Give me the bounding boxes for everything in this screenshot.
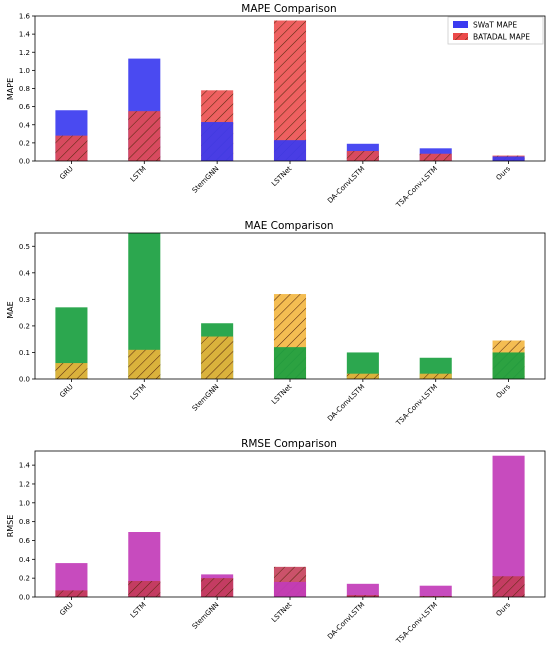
legend-label-batadal: BATADAL MAPE (473, 33, 530, 42)
mape-axes-frame (34, 15, 546, 162)
mape-bar-series1-2 (201, 122, 234, 161)
mape-x-tick-label-6: Ours (495, 165, 513, 183)
rmse-y-tick-label-1: 0.2 (19, 575, 30, 583)
mape-y-tick-label-2: 0.4 (19, 121, 31, 129)
mae-bar-hatch-4 (346, 373, 379, 379)
mape-y-tick-label-3: 0.6 (19, 103, 31, 111)
mape-bar-series1-3 (273, 140, 307, 161)
mae-x-tick-label-1: LSTM (129, 383, 148, 402)
mape-y-tick-label-1: 0.2 (19, 139, 30, 147)
mape-bar-hatch-0 (55, 135, 88, 162)
rmse-x-tick-label-5: TSA-Conv-LSTM (394, 601, 439, 646)
mae-x-tick-label-3: LSTNet (270, 383, 293, 406)
rmse-bar-hatch-2 (201, 578, 234, 597)
mape-x-tick-label-3: LSTNet (270, 165, 293, 188)
rmse-x-tick-label-6: Ours (495, 601, 513, 619)
mape-y-tick-label-0: 0.0 (19, 158, 30, 166)
mape-panel: MAPE Comparison MAPE GRU LSTM StemGNN LSTNe… (6, 3, 546, 210)
mape-x-tick-label-5: TSA-Conv-LSTM (394, 165, 439, 210)
mape-y-tick-label-8: 1.6 (19, 13, 31, 21)
legend-label-swat: SWaT MAPE (473, 21, 517, 30)
rmse-bar-series1-4 (346, 583, 379, 597)
mape-bar-hatch-5 (419, 153, 452, 161)
mae-panel: MAE Comparison MAE GRU LSTM StemGNN LSTNet D… (6, 220, 546, 428)
mae-bar-hatch-2 (201, 336, 234, 379)
mae-y-tick-label-3: 0.3 (19, 296, 30, 304)
mape-bars (55, 20, 525, 162)
legend-swatch-batadal-hatch (453, 33, 468, 40)
mape-legend: SWaT MAPE BATADAL MAPE (447, 16, 544, 45)
mape-y-tick-label-7: 1.4 (19, 31, 31, 39)
rmse-axes: GRU LSTM StemGNN LSTNet DA-ConvLSTM TSA-Conv-… (19, 450, 546, 646)
rmse-panel: RMSE Comparison RMSE GRU LSTM StemGNN LSTNe… (6, 438, 546, 646)
rmse-bar-hatch-1 (128, 580, 161, 597)
mae-axes-frame (34, 232, 546, 380)
rmse-bar-series1-3 (273, 581, 307, 597)
mae-y-tick-label-1: 0.1 (19, 349, 30, 357)
rmse-bar-hatch-6 (492, 576, 525, 597)
legend-swatch-swat (453, 21, 468, 28)
mae-bar-series1-3 (273, 347, 307, 379)
mae-bar-hatch-1 (128, 349, 161, 379)
rmse-x-tick-label-1: LSTM (129, 601, 148, 620)
mape-y-axis-label: MAPE (6, 78, 15, 100)
mape-x-tick-label-0: GRU (58, 165, 75, 182)
mape-chart-title: MAPE Comparison (241, 3, 336, 15)
mae-y-axis-label: MAE (6, 301, 15, 318)
mape-x-tick-label-4: DA-ConvLSTM (326, 165, 366, 205)
mape-bar-hatch-1 (128, 111, 161, 161)
mae-bar-series1-6 (492, 352, 525, 379)
rmse-bar-series1-6 (492, 455, 525, 597)
mae-bar-hatch-5 (419, 373, 452, 379)
rmse-bar-hatch-0 (55, 590, 88, 597)
rmse-chart-title: RMSE Comparison (241, 438, 337, 450)
mape-y-tick-label-5: 1.0 (19, 67, 30, 75)
mape-bar-hatch-3 (273, 20, 307, 162)
rmse-y-tick-label-2: 0.4 (19, 556, 31, 564)
mape-y-tick-label-4: 0.8 (19, 85, 30, 93)
rmse-y-tick-label-5: 1.0 (19, 499, 30, 507)
mae-bar-hatch-0 (55, 363, 88, 379)
mape-y-tick-label-6: 1.2 (19, 49, 30, 57)
mape-bar-hatch-4 (346, 151, 379, 161)
rmse-x-tick-label-3: LSTNet (270, 601, 293, 624)
rmse-x-tick-label-2: StemGNN (191, 601, 221, 631)
rmse-bar-hatch-5 (419, 596, 452, 597)
mae-y-tick-label-5: 0.5 (19, 243, 30, 251)
rmse-y-tick-label-6: 1.2 (19, 480, 30, 488)
rmse-y-tick-label-7: 1.4 (19, 462, 31, 470)
mae-x-tick-label-0: GRU (58, 383, 75, 400)
rmse-y-tick-label-3: 0.6 (19, 537, 31, 545)
mae-y-tick-label-2: 0.2 (19, 322, 30, 330)
rmse-y-tick-label-0: 0.0 (19, 594, 30, 602)
mae-x-tick-label-2: StemGNN (191, 383, 221, 413)
mae-bars (55, 233, 525, 379)
mae-chart-title: MAE Comparison (244, 220, 333, 232)
mape-bar-series1-6 (492, 156, 525, 161)
rmse-bar-series1-5 (419, 585, 452, 597)
mae-y-tick-label-4: 0.4 (19, 269, 31, 277)
mape-x-tick-label-1: LSTM (129, 165, 148, 184)
rmse-x-tick-label-0: GRU (58, 601, 75, 618)
rmse-bars (55, 455, 525, 597)
mae-x-tick-label-5: TSA-Conv-LSTM (394, 383, 439, 428)
rmse-bar-hatch-4 (346, 595, 379, 597)
rmse-y-tick-label-4: 0.8 (19, 518, 30, 526)
rmse-y-axis-label: RMSE (6, 515, 15, 538)
rmse-x-tick-label-4: DA-ConvLSTM (326, 601, 366, 641)
mae-x-tick-label-6: Ours (495, 383, 513, 401)
rmse-axes-frame (34, 450, 546, 598)
mae-y-tick-label-0: 0.0 (19, 376, 30, 384)
mape-x-tick-label-2: StemGNN (191, 165, 221, 195)
mae-x-tick-label-4: DA-ConvLSTM (326, 383, 366, 423)
